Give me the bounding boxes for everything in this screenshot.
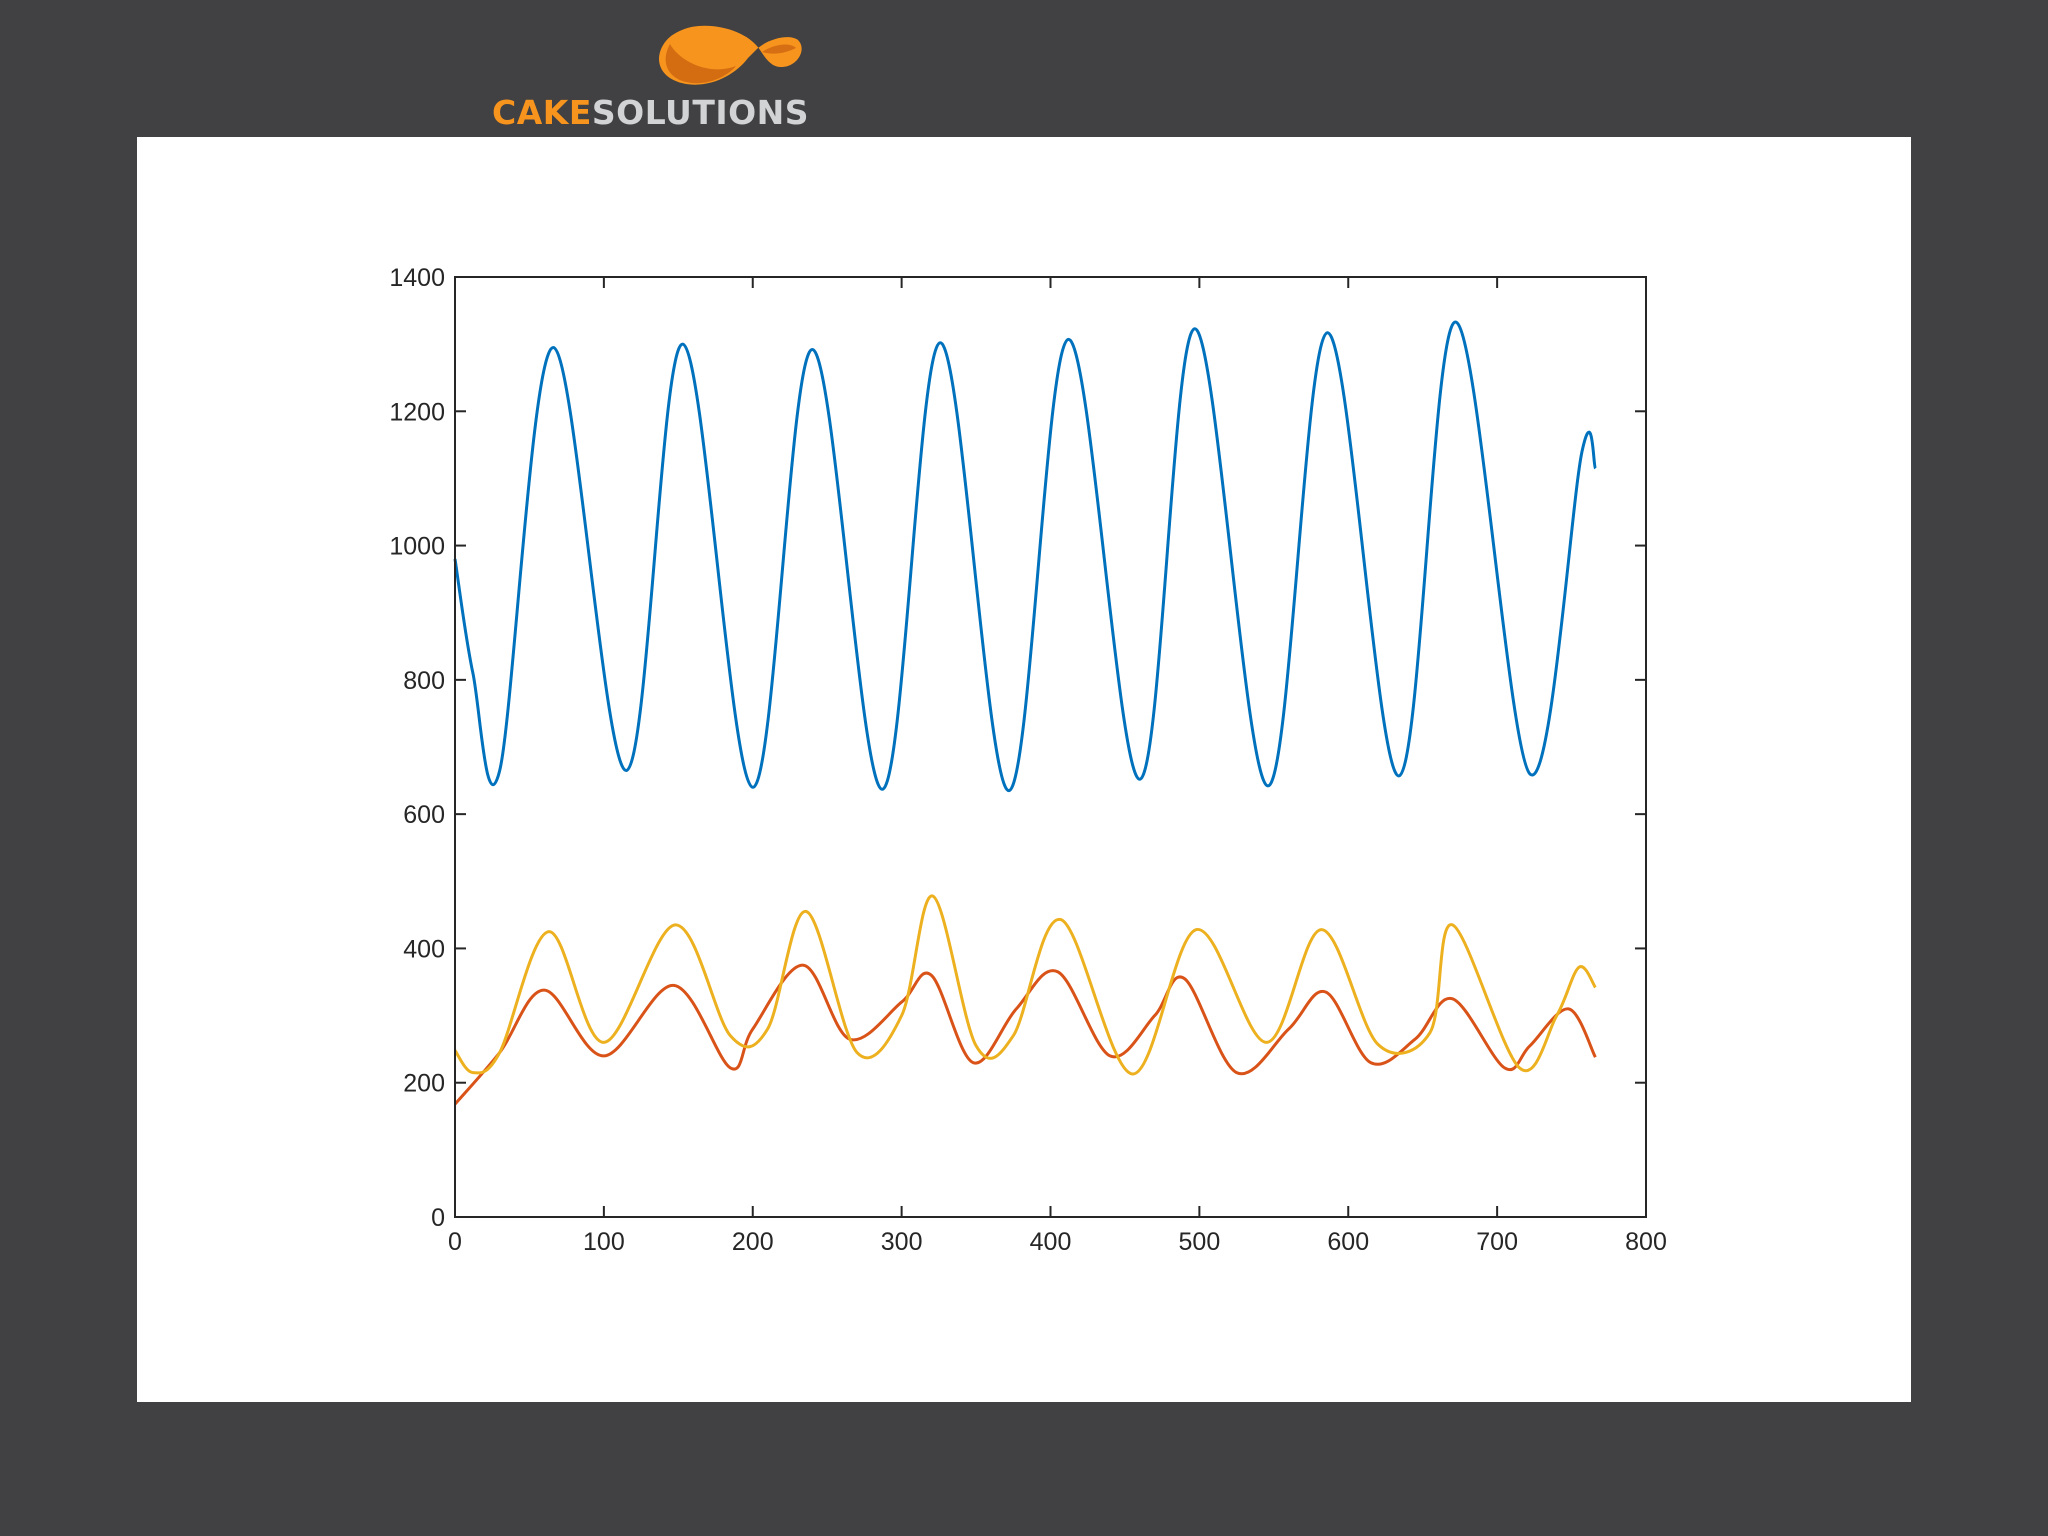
series-line-2 [453,963,1597,1106]
x-tick-label: 300 [881,1228,923,1256]
y-tick-label: 600 [403,801,445,829]
x-tick-label: 500 [1179,1228,1221,1256]
x-tick-label: 200 [732,1228,774,1256]
cake-solutions-logo: CAKESOLUTIONS [490,22,820,132]
x-tick-label: 600 [1327,1228,1369,1256]
slide-panel: 0 100 200 300 400 500 600 700 800 0 200 400 600 800 10… [137,137,1911,1402]
y-tick-label: 1000 [389,533,445,561]
x-tick-label: 100 [583,1228,625,1256]
series-line-3 [453,894,1597,1076]
y-tick-label: 1400 [389,264,445,292]
series-line-1 [453,320,1597,793]
y-tick-label: 0 [431,1204,445,1232]
y-tick-label: 1200 [389,398,445,426]
y-tick-label: 400 [403,935,445,963]
x-tick-label: 400 [1030,1228,1072,1256]
y-tick-label: 800 [403,667,445,695]
x-tick-label: 0 [448,1228,462,1256]
x-tick-label: 800 [1625,1228,1667,1256]
x-tick-label: 700 [1476,1228,1518,1256]
line-chart: 0 100 200 300 400 500 600 700 800 0 200 400 600 800 10… [389,264,1667,1256]
y-tick-label: 200 [403,1070,445,1098]
logo-wordmark: CAKESOLUTIONS [492,93,810,132]
ribbon-logo-icon [659,25,802,85]
